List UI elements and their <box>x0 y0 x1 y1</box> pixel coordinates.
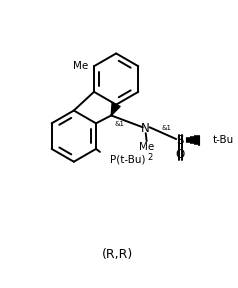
Text: &1: &1 <box>161 125 171 131</box>
Text: O: O <box>175 148 185 161</box>
Text: S: S <box>176 134 184 147</box>
Text: 2: 2 <box>147 153 152 162</box>
Text: P(t-Bu): P(t-Bu) <box>110 155 145 165</box>
Text: (R,R): (R,R) <box>102 248 133 261</box>
Polygon shape <box>111 103 120 115</box>
Text: Me: Me <box>139 142 154 152</box>
Text: t-Bu: t-Bu <box>213 135 234 145</box>
Text: &1: &1 <box>114 121 124 127</box>
Text: Me: Me <box>73 61 88 71</box>
Text: N: N <box>141 122 150 135</box>
